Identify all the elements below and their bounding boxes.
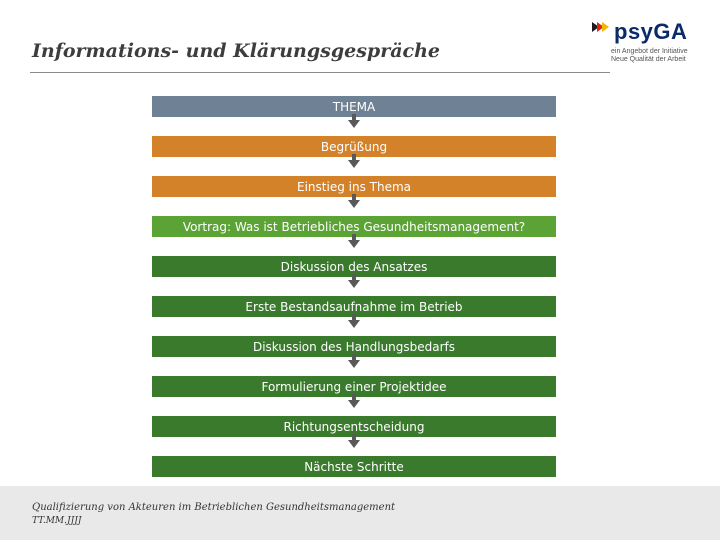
flow-step: Diskussion des Ansatzes [152,256,556,277]
flow-arrow-icon [348,154,360,168]
flow-arrow-icon [348,354,360,368]
logo-tagline-1: ein Angebot der Initiative [611,48,688,55]
psyga-logo: psyGA ein Angebot der Initiative Neue Qu… [592,19,704,68]
flow-arrow-icon [348,274,360,288]
title-divider [30,72,610,73]
flow-step: Vortrag: Was ist Betriebliches Gesundhei… [152,216,556,237]
page-title: Informations- und Klärungsgespräche [32,40,440,62]
logo-name: psyGA [614,19,688,44]
flow-arrow-icon [348,314,360,328]
flow-step: Begrüßung [152,136,556,157]
flow-step: Diskussion des Handlungsbedarfs [152,336,556,357]
logo-tagline-2: Neue Qualität der Arbeit [611,56,686,63]
flow-step: THEMA [152,96,556,117]
footer-title: Qualifizierung von Akteuren im Betriebli… [32,502,396,513]
flow-step: Richtungsentscheidung [152,416,556,437]
flow-step: Einstieg ins Thema [152,176,556,197]
flow-step: Nächste Schritte [152,456,556,477]
footer-date: TT.MM.JJJJ [32,516,82,526]
flow-arrow-icon [348,194,360,208]
flow-arrow-icon [348,434,360,448]
flow-arrow-icon [348,114,360,128]
flow-arrow-icon [348,394,360,408]
logo-arrows-icon [592,22,609,32]
flow-step: Formulierung einer Projektidee [152,376,556,397]
footer: Qualifizierung von Akteuren im Betriebli… [0,486,720,540]
flow-arrow-icon [348,234,360,248]
flow-step: Erste Bestandsaufnahme im Betrieb [152,296,556,317]
